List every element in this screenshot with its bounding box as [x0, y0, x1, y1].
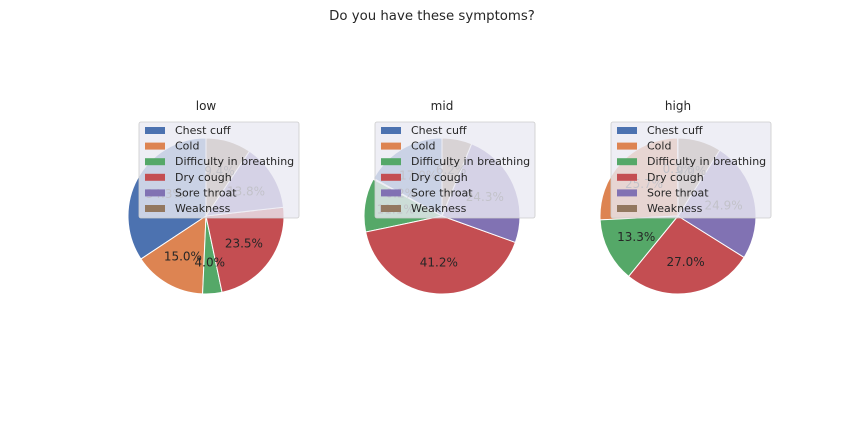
legend-label-dry-cough: Dry cough [411, 171, 468, 184]
legend-swatch-weakness [145, 205, 165, 212]
pie-slice-dry-cough [365, 215, 517, 295]
legend-swatch-chest-cuff [145, 127, 165, 134]
legend-swatch-weakness [381, 205, 401, 212]
legend-swatch-cold [617, 142, 637, 150]
pie-mid: mid17.0%0.2%11.1%41.2%24.3%6.2%Chest cuf… [363, 99, 536, 295]
legend-label-weakness: Weakness [411, 202, 467, 215]
pie-high: high0.1%25.7%13.3%27.0%24.9%9.0%Chest cu… [599, 99, 772, 295]
legend-label-cold: Cold [175, 140, 199, 153]
legend-swatch-difficulty-in-breathing [145, 158, 165, 166]
legend-label-dry-cough: Dry cough [175, 171, 232, 184]
legend-swatch-sore-throat [145, 189, 165, 197]
legend-label-chest-cuff: Chest cuff [411, 124, 467, 137]
legend: Chest cuff Cold Difficulty in breathing Dry… [610, 121, 772, 219]
pct-label-dry-cough: 23.5% [225, 236, 263, 250]
legend-label-sore-throat: Sore throat [411, 186, 473, 199]
legend-swatch-sore-throat [381, 189, 401, 197]
pie-slice-difficulty-in-breathing [599, 215, 680, 278]
pct-label-dry-cough: 41.2% [420, 256, 458, 270]
legend-label-difficulty-in-breathing: Difficulty in breathing [411, 155, 530, 168]
legend-label-difficulty-in-breathing: Difficulty in breathing [647, 155, 766, 168]
legend-swatch-chest-cuff [381, 127, 401, 134]
legend-label-sore-throat: Sore throat [175, 186, 237, 199]
legend-swatch-dry-cough [145, 173, 165, 181]
pie-low: low34.3%15.0%4.0%23.5%13.8%9.4%Chest cuf… [127, 99, 300, 295]
legend-box [138, 121, 300, 219]
pct-label-dry-cough: 27.0% [667, 255, 705, 269]
legend-swatch-cold [145, 142, 165, 150]
legend-label-cold: Cold [411, 140, 435, 153]
legend-swatch-chest-cuff [617, 127, 637, 134]
legend-swatch-weakness [617, 205, 637, 212]
subplot-title: mid [431, 99, 454, 113]
legend: Chest cuff Cold Difficulty in breathing Dry… [138, 121, 300, 219]
legend-box [610, 121, 772, 219]
legend-swatch-dry-cough [617, 173, 637, 181]
legend-label-difficulty-in-breathing: Difficulty in breathing [175, 155, 294, 168]
pct-label-cold: 15.0% [164, 250, 202, 264]
figure-title: Do you have these symptoms? [329, 9, 535, 24]
legend-swatch-sore-throat [617, 189, 637, 197]
legend-label-dry-cough: Dry cough [647, 171, 704, 184]
legend-label-chest-cuff: Chest cuff [647, 124, 703, 137]
pie-slice-dry-cough [627, 215, 745, 295]
legend-label-weakness: Weakness [647, 202, 703, 215]
legend-label-chest-cuff: Chest cuff [175, 124, 231, 137]
legend-box [374, 121, 536, 219]
subplot-title: high [665, 99, 691, 113]
legend-swatch-dry-cough [381, 173, 401, 181]
legend-label-cold: Cold [647, 140, 671, 153]
legend-swatch-difficulty-in-breathing [381, 158, 401, 166]
pie-slice-cold [140, 215, 207, 295]
pct-label-difficulty-in-breathing: 4.0% [195, 256, 226, 270]
legend-swatch-cold [381, 142, 401, 150]
legend: Chest cuff Cold Difficulty in breathing Dry… [374, 121, 536, 219]
subplot-title: low [196, 99, 217, 113]
legend-label-sore-throat: Sore throat [647, 186, 709, 199]
pct-label-difficulty-in-breathing: 13.3% [617, 230, 655, 244]
legend-swatch-difficulty-in-breathing [617, 158, 637, 166]
legend-label-weakness: Weakness [175, 202, 231, 215]
subplots: low34.3%15.0%4.0%23.5%13.8%9.4%Chest cuf… [127, 99, 772, 295]
